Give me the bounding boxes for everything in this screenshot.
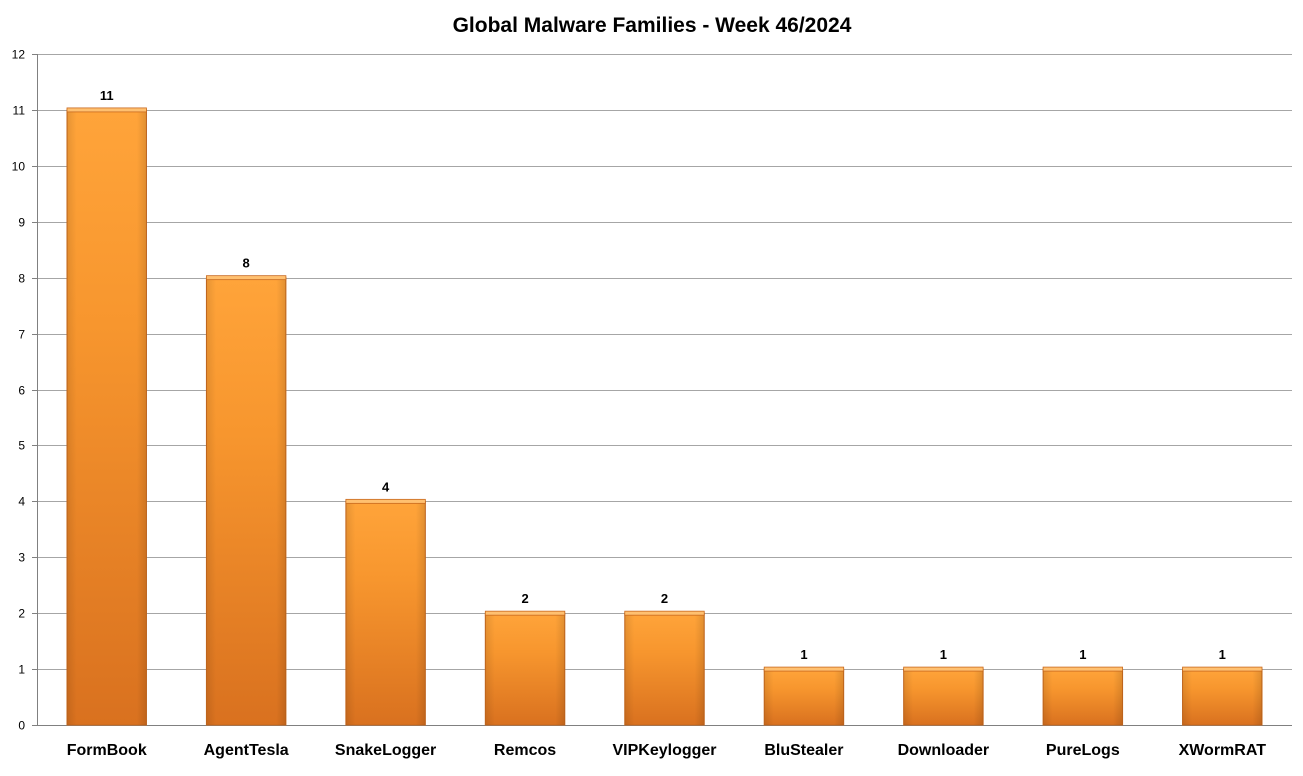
bar-cap: [1182, 666, 1263, 672]
data-label: 1: [800, 647, 807, 662]
x-axis-ticks: FormBook AgentTesla SnakeLogger Remcos VIPKe…: [67, 742, 1266, 759]
chart-title: Global Malware Families - Week 46/2024: [453, 14, 852, 37]
bar-shade: [1182, 669, 1263, 725]
data-label: 2: [521, 591, 528, 606]
data-label: 1: [940, 647, 947, 662]
bar-shade: [624, 613, 705, 725]
y-tick-label: 2: [18, 607, 25, 621]
bar-cap: [903, 666, 984, 672]
x-tick-label: XWormRAT: [1179, 742, 1267, 759]
y-tick-label: 12: [12, 48, 26, 62]
bar-cap: [484, 610, 566, 616]
y-tick-label: 3: [18, 551, 25, 565]
bar-cap: [66, 107, 147, 113]
bar-shade: [345, 501, 426, 725]
bar-cap: [345, 498, 426, 504]
bar-shade: [66, 109, 147, 725]
x-tick-label: Downloader: [898, 742, 990, 759]
y-tick-label: 1: [18, 663, 25, 677]
data-label: 4: [382, 479, 390, 494]
bar-cap: [763, 666, 845, 672]
x-tick-label: AgentTesla: [204, 742, 289, 759]
x-tick-label: VIPKeylogger: [612, 742, 716, 759]
bar-shade: [485, 613, 565, 725]
data-label: 1: [1219, 647, 1226, 662]
bar-cap: [206, 275, 287, 281]
y-tick-label: 0: [18, 719, 25, 733]
bar-shade: [206, 277, 286, 725]
bar-cap: [624, 610, 705, 616]
data-label: 1: [1079, 647, 1086, 662]
x-tick-label: SnakeLogger: [335, 742, 436, 759]
x-tick-label: FormBook: [67, 742, 147, 759]
bar-shade: [903, 669, 984, 725]
data-label: 8: [243, 256, 250, 271]
y-tick-label: 11: [13, 104, 26, 118]
bar-shade: [1043, 669, 1123, 725]
x-tick-label: PureLogs: [1046, 742, 1120, 759]
y-tick-label: 8: [18, 272, 25, 286]
y-tick-label: 5: [18, 439, 25, 453]
bars: [66, 107, 1263, 726]
y-tick-label: 6: [18, 384, 25, 398]
bar-cap: [1042, 666, 1123, 672]
x-tick-label: Remcos: [494, 742, 556, 759]
data-label: 11: [100, 88, 114, 103]
y-tick-label: 9: [18, 216, 25, 230]
x-tick-label: BluStealer: [764, 742, 843, 759]
data-label: 2: [661, 591, 668, 606]
y-tick-label: 10: [12, 160, 26, 174]
y-tick-label: 7: [18, 328, 25, 342]
y-tick-label: 4: [18, 495, 25, 509]
bar-shade: [764, 669, 844, 725]
